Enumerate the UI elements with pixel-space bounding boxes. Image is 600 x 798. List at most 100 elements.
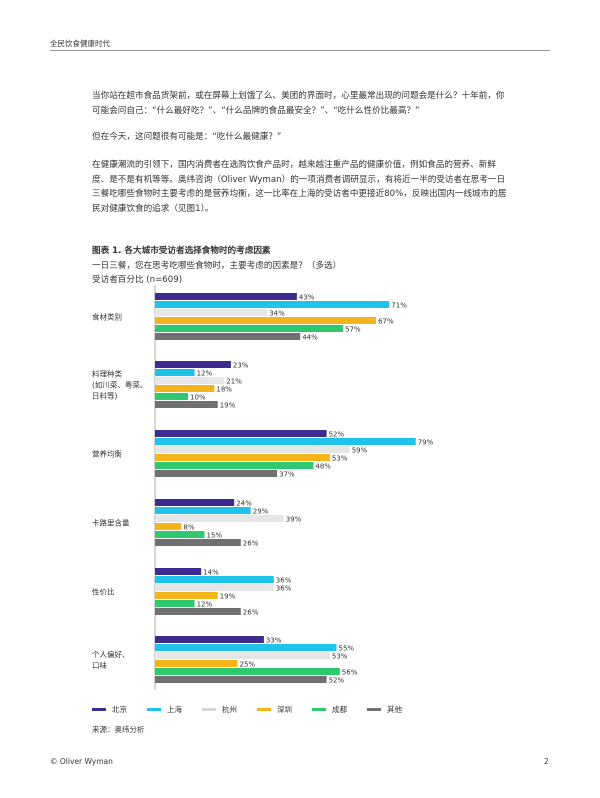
bar bbox=[155, 430, 327, 437]
bar-value-label: 19% bbox=[220, 593, 236, 601]
bar bbox=[155, 393, 188, 400]
legend-swatch bbox=[312, 708, 326, 711]
bar-value-label: 12% bbox=[197, 601, 213, 609]
bar bbox=[155, 660, 238, 667]
bar-value-label: 21% bbox=[226, 378, 242, 386]
legend-label: 北京 bbox=[112, 705, 127, 714]
bar bbox=[155, 676, 327, 683]
legend-swatch bbox=[92, 708, 106, 711]
bar-value-label: 79% bbox=[418, 439, 434, 447]
bar-value-label: 34% bbox=[269, 310, 285, 318]
legend-item: 北京 bbox=[92, 704, 127, 715]
bar bbox=[155, 301, 390, 308]
bar bbox=[155, 652, 330, 659]
legend-swatch bbox=[202, 708, 216, 711]
bar bbox=[155, 515, 284, 522]
bar bbox=[155, 644, 337, 651]
bar-value-label: 71% bbox=[391, 302, 407, 310]
bar bbox=[155, 592, 218, 599]
running-header: 全民饮食健康时代 bbox=[50, 39, 110, 48]
bar-value-label: 37% bbox=[279, 471, 295, 479]
bar bbox=[155, 600, 195, 607]
legend-swatch bbox=[367, 708, 381, 711]
bar-value-label: 26% bbox=[243, 609, 259, 617]
bar bbox=[155, 361, 231, 368]
bar bbox=[155, 568, 202, 575]
bar bbox=[155, 325, 344, 332]
bar-value-label: 53% bbox=[332, 653, 348, 661]
bar bbox=[155, 454, 330, 461]
footer-copyright: © Oliver Wyman bbox=[50, 757, 113, 766]
bar-value-label: 36% bbox=[276, 577, 292, 585]
figure-sample-note: 受访者百分比 (n=609) bbox=[92, 275, 183, 285]
bar-value-label: 43% bbox=[299, 294, 315, 302]
legend-swatch bbox=[147, 708, 161, 711]
legend-label: 其他 bbox=[387, 705, 402, 714]
bar bbox=[155, 608, 241, 615]
bar bbox=[155, 539, 241, 546]
bar-value-label: 25% bbox=[240, 661, 256, 669]
bar bbox=[155, 531, 205, 538]
bar bbox=[155, 462, 314, 469]
category-label: 性价比 bbox=[92, 587, 115, 597]
legend-item: 成都 bbox=[312, 704, 347, 715]
bar bbox=[155, 576, 274, 583]
figure-title: 图表 1. 各大城市受访者选择食物时的考虑因素 bbox=[92, 246, 271, 256]
bar-value-label: 10% bbox=[190, 394, 206, 402]
category-label: 食材类别 bbox=[92, 312, 122, 322]
bar-value-label: 18% bbox=[216, 386, 232, 394]
bar-value-label: 57% bbox=[345, 326, 361, 334]
bar bbox=[155, 385, 215, 392]
bar bbox=[155, 499, 235, 506]
bar bbox=[155, 636, 264, 643]
legend-item: 其他 bbox=[367, 704, 402, 715]
legend-label: 上海 bbox=[167, 705, 182, 714]
category-label: 营养均衡 bbox=[92, 449, 122, 459]
legend-swatch bbox=[257, 708, 271, 711]
category-label: 料理种类(如川菜、粤菜、日料等) bbox=[92, 369, 147, 401]
bar-value-label: 26% bbox=[243, 540, 259, 548]
bar-value-label: 52% bbox=[329, 431, 345, 439]
bar bbox=[155, 333, 301, 340]
legend-item: 上海 bbox=[147, 704, 182, 715]
legend-label: 深圳 bbox=[277, 705, 292, 714]
bar bbox=[155, 309, 268, 316]
bar-value-label: 23% bbox=[233, 362, 249, 370]
bar bbox=[155, 584, 274, 591]
chart-legend: 北京 上海 杭州 深圳 成都 其他 bbox=[92, 704, 422, 715]
bar-value-label: 29% bbox=[253, 508, 269, 516]
bar bbox=[155, 317, 377, 324]
bar-value-label: 44% bbox=[302, 334, 318, 342]
bar bbox=[155, 507, 251, 514]
bar-value-label: 48% bbox=[315, 463, 331, 471]
source-note: 来源：奥纬分析 bbox=[92, 725, 145, 734]
bar bbox=[155, 401, 218, 408]
bar-value-label: 67% bbox=[378, 318, 394, 326]
bar-value-label: 53% bbox=[332, 455, 348, 463]
bar-value-label: 33% bbox=[266, 637, 282, 645]
bar bbox=[155, 523, 182, 530]
bar bbox=[155, 377, 225, 384]
bar bbox=[155, 369, 195, 376]
bar bbox=[155, 668, 340, 675]
page-number: 2 bbox=[544, 757, 549, 766]
paragraph-question: 但在今天，这问题很有可能是：“吃什么最健康？” bbox=[92, 132, 282, 142]
bar-value-label: 36% bbox=[276, 585, 292, 593]
bar-value-label: 56% bbox=[342, 669, 358, 677]
bar bbox=[155, 446, 350, 453]
bar-value-label: 19% bbox=[220, 402, 236, 410]
category-label: 个人偏好、口味 bbox=[92, 649, 130, 670]
bar-value-label: 55% bbox=[339, 645, 355, 653]
bar-value-label: 52% bbox=[329, 677, 345, 685]
bar-value-label: 12% bbox=[197, 370, 213, 378]
bar bbox=[155, 438, 416, 445]
legend-label: 杭州 bbox=[222, 705, 237, 714]
bar-value-label: 8% bbox=[183, 524, 194, 532]
header-rule bbox=[50, 50, 550, 51]
bar-chart: 食材类别 43% 71% 34% 67% 57% 44% 料理种类(如川菜、粤菜、日料等) 23… bbox=[92, 285, 434, 690]
legend-item: 深圳 bbox=[257, 704, 292, 715]
bar-value-label: 14% bbox=[203, 569, 219, 577]
legend-label: 成都 bbox=[332, 705, 347, 714]
bar bbox=[155, 293, 297, 300]
bar-value-label: 15% bbox=[207, 532, 223, 540]
